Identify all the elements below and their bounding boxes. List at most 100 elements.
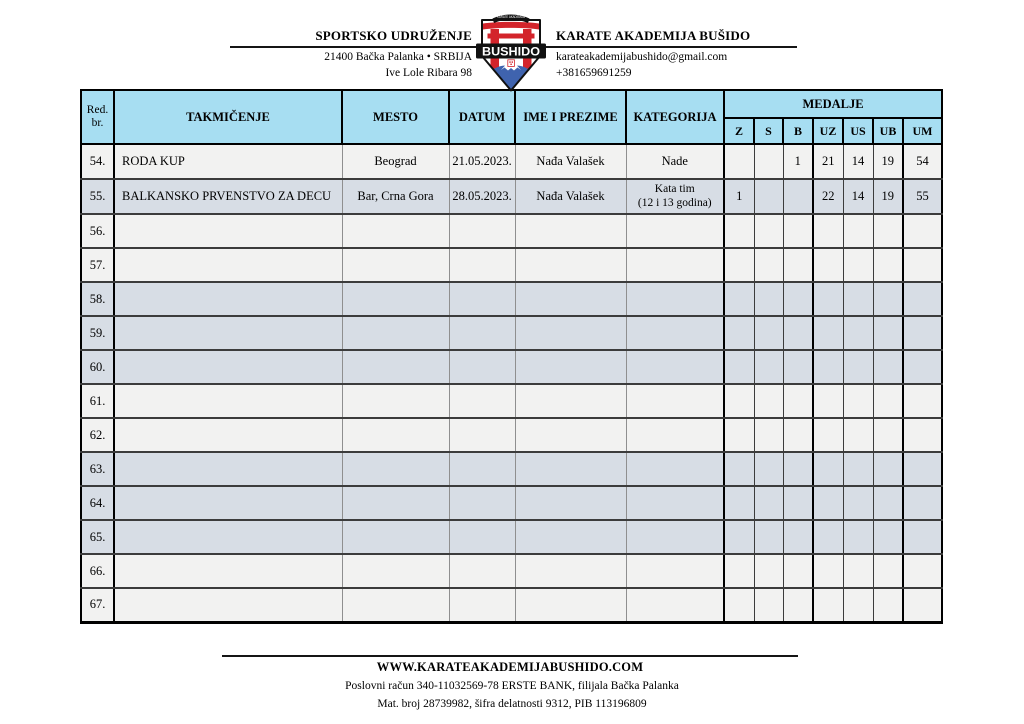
cell-medal-uz xyxy=(812,451,844,487)
cell-ime-i-prezime xyxy=(514,553,627,589)
cell-medal-um: 55 xyxy=(901,178,944,215)
cell-medal-ub: 19 xyxy=(872,143,904,180)
cell-medal-uz xyxy=(812,553,844,589)
cell-ime-i-prezime xyxy=(514,315,627,351)
cell-takmicenje xyxy=(113,213,343,249)
cell-medal-uz xyxy=(812,315,844,351)
cell-medal-z xyxy=(723,519,755,555)
cell-ime-i-prezime xyxy=(514,281,627,317)
cell-medal-us xyxy=(842,281,874,317)
cell-mesto xyxy=(341,519,450,555)
cell-medal-ub xyxy=(872,349,904,385)
cell-mesto: Beograd xyxy=(341,143,450,180)
medal-col-header-b: B xyxy=(782,117,814,145)
cell-kategorija xyxy=(625,485,725,521)
cell-medal-uz xyxy=(812,349,844,385)
cell-medal-us xyxy=(842,417,874,453)
bank-account-text: Poslovni račun 340-11032569-78 ERSTE BAN… xyxy=(345,680,679,692)
cell-medal-ub xyxy=(872,451,904,487)
cell-medal-us xyxy=(842,553,874,589)
cell-kategorija xyxy=(625,587,725,623)
cell-medal-s xyxy=(753,485,784,521)
cell-medal-um xyxy=(901,247,944,283)
cell-datum xyxy=(448,383,516,419)
cell-ime-i-prezime xyxy=(514,247,627,283)
cell-medal-uz xyxy=(812,587,844,623)
cell-medal-s xyxy=(753,553,784,589)
cell-ime-i-prezime xyxy=(514,587,627,623)
cell-medal-um xyxy=(901,485,944,521)
cell-medal-b xyxy=(782,383,814,419)
cell-medal-z xyxy=(723,315,755,351)
cell-red-br: 61. xyxy=(80,383,115,419)
table-row: 55. BALKANSKO PRVENSTVO ZA DECU Bar, Crna … xyxy=(80,178,944,215)
cell-kategorija: Nade xyxy=(625,143,725,180)
table-row: 59. xyxy=(80,315,944,351)
cell-medal-z: 1 xyxy=(723,178,755,215)
cell-datum xyxy=(448,587,516,623)
cell-ime-i-prezime xyxy=(514,519,627,555)
bushido-logo-icon: BUSHIDO KARATE AKADEMIJA xyxy=(476,14,546,92)
cell-medal-ub xyxy=(872,485,904,521)
cell-medal-uz xyxy=(812,213,844,249)
cell-mesto xyxy=(341,315,450,351)
cell-kategorija xyxy=(625,315,725,351)
cell-medal-um xyxy=(901,519,944,555)
cell-medal-ub xyxy=(872,247,904,283)
address-line-1: 21400 Bačka Palanka • SRBIJA xyxy=(324,51,472,63)
cell-ime-i-prezime xyxy=(514,485,627,521)
cell-medal-z xyxy=(723,143,755,180)
address-line-2: Ive Lole Ribara 98 xyxy=(385,66,472,79)
cell-medal-uz xyxy=(812,519,844,555)
cell-kategorija xyxy=(625,247,725,283)
cell-takmicenje xyxy=(113,451,343,487)
cell-medal-us xyxy=(842,247,874,283)
cell-medal-s xyxy=(753,143,784,180)
table-row: 58. xyxy=(80,281,944,317)
cell-medal-us: 14 xyxy=(842,143,874,180)
cell-ime-i-prezime xyxy=(514,213,627,249)
cell-medal-um xyxy=(901,451,944,487)
table-row: 63. xyxy=(80,451,944,487)
cell-medal-z xyxy=(723,213,755,249)
cell-medal-us xyxy=(842,349,874,385)
cell-kategorija xyxy=(625,281,725,317)
cell-medal-s xyxy=(753,519,784,555)
cell-datum xyxy=(448,247,516,283)
phone-text: +381659691259 xyxy=(556,66,632,79)
cell-medal-s xyxy=(753,213,784,249)
medal-col-header-z: Z xyxy=(723,117,755,145)
table-row: 57. xyxy=(80,247,944,283)
cell-takmicenje: RODA KUP xyxy=(113,143,343,180)
cell-kategorija xyxy=(625,553,725,589)
results-table: Red. br. TAKMIČENJE MESTO DATUM IME I PRE… xyxy=(80,89,944,624)
cell-medal-um: 54 xyxy=(901,143,944,180)
cell-datum xyxy=(448,417,516,453)
medal-col-header-ub: UB xyxy=(872,117,904,145)
cell-kategorija xyxy=(625,451,725,487)
cell-medal-s xyxy=(753,315,784,351)
cell-red-br: 56. xyxy=(80,213,115,249)
cell-medal-ub xyxy=(872,587,904,623)
cell-medal-ub xyxy=(872,315,904,351)
cell-mesto xyxy=(341,587,450,623)
cell-medal-uz xyxy=(812,485,844,521)
cell-medal-uz xyxy=(812,281,844,317)
cell-medal-s xyxy=(753,417,784,453)
cell-datum xyxy=(448,349,516,385)
cell-mesto xyxy=(341,383,450,419)
footer-divider xyxy=(222,655,798,657)
cell-kategorija: Kata tim (12 i 13 godina) xyxy=(625,178,725,215)
cell-medal-um xyxy=(901,417,944,453)
logo-main-text: BUSHIDO xyxy=(482,44,540,58)
cell-medal-us: 14 xyxy=(842,178,874,215)
cell-medal-b xyxy=(782,213,814,249)
cell-medal-b xyxy=(782,485,814,521)
org-address: 21400 Bačka Palanka • SRBIJA Ive Lole Ri… xyxy=(190,50,472,81)
red-br-line1: Red. xyxy=(86,104,109,116)
cell-red-br: 54. xyxy=(80,143,115,180)
cell-medal-ub xyxy=(872,213,904,249)
medal-col-header-um: UM xyxy=(901,117,944,145)
cell-medal-ub xyxy=(872,553,904,589)
cell-medal-uz xyxy=(812,383,844,419)
